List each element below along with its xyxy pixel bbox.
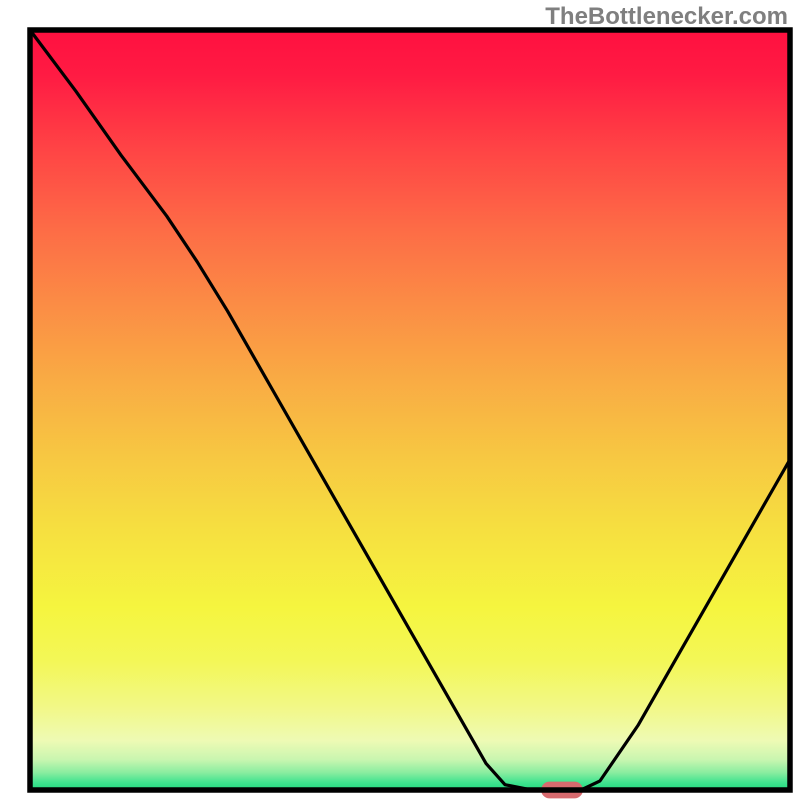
gradient-background	[30, 30, 790, 790]
watermark-text: TheBottlenecker.com	[545, 3, 788, 30]
bottleneck-chart: TheBottlenecker.com	[0, 0, 800, 800]
plot-area	[30, 30, 790, 798]
